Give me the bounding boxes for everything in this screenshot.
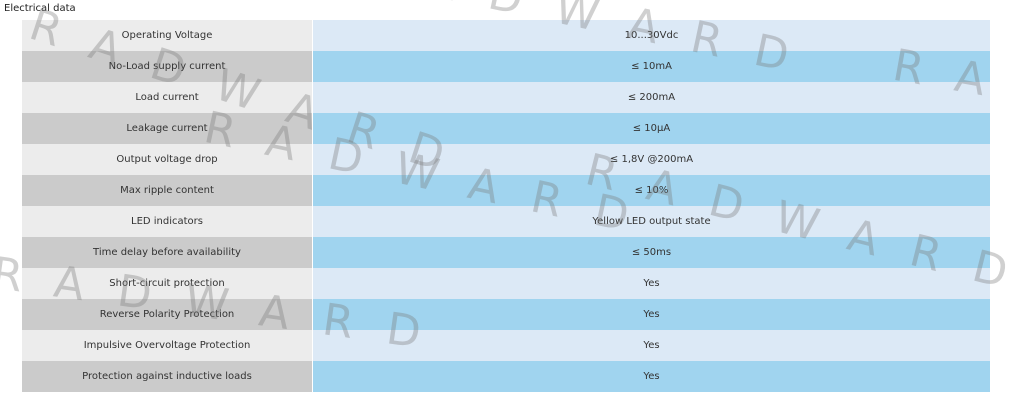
value-cell: Yes xyxy=(313,299,990,330)
value-cell: ≤ 10% xyxy=(313,175,990,206)
table-row: No-Load supply current ≤ 10mA xyxy=(22,51,990,82)
table-row: Load current ≤ 200mA xyxy=(22,82,990,113)
parameter-cell: Short-circuit protection xyxy=(22,268,313,299)
value-cell: ≤ 10µA xyxy=(313,113,990,144)
parameter-cell: No-Load supply current xyxy=(22,51,313,82)
table-row: Operating Voltage 10...30Vdc xyxy=(22,20,990,51)
parameter-cell: Load current xyxy=(22,82,313,113)
parameter-cell: Protection against inductive loads xyxy=(22,361,313,392)
parameter-cell: Leakage current xyxy=(22,113,313,144)
value-cell: Yellow LED output state xyxy=(313,206,990,237)
value-cell: ≤ 10mA xyxy=(313,51,990,82)
value-cell: ≤ 1,8V @200mA xyxy=(313,144,990,175)
table-row: Leakage current ≤ 10µA xyxy=(22,113,990,144)
value-cell: ≤ 50ms xyxy=(313,237,990,268)
table-row: Protection against inductive loads Yes xyxy=(22,361,990,392)
section-title: Electrical data xyxy=(4,3,76,14)
parameter-cell: Impulsive Overvoltage Protection xyxy=(22,330,313,361)
value-cell: Yes xyxy=(313,330,990,361)
value-cell: ≤ 200mA xyxy=(313,82,990,113)
table-row: LED indicators Yellow LED output state xyxy=(22,206,990,237)
parameter-cell: Time delay before availability xyxy=(22,237,313,268)
parameter-cell: LED indicators xyxy=(22,206,313,237)
parameter-cell: Output voltage drop xyxy=(22,144,313,175)
parameter-cell: Operating Voltage xyxy=(22,20,313,51)
parameter-cell: Max ripple content xyxy=(22,175,313,206)
value-cell: 10...30Vdc xyxy=(313,20,990,51)
table-row: Time delay before availability ≤ 50ms xyxy=(22,237,990,268)
table-row: Output voltage drop ≤ 1,8V @200mA xyxy=(22,144,990,175)
table: Operating Voltage 10...30Vdc No-Load suppl… xyxy=(22,20,990,392)
value-cell: Yes xyxy=(313,268,990,299)
parameter-cell: Reverse Polarity Protection xyxy=(22,299,313,330)
table-row: Short-circuit protection Yes xyxy=(22,268,990,299)
table-row: Max ripple content ≤ 10% xyxy=(22,175,990,206)
table-row: Impulsive Overvoltage Protection Yes xyxy=(22,330,990,361)
table-row: Reverse Polarity Protection Yes xyxy=(22,299,990,330)
value-cell: Yes xyxy=(313,361,990,392)
